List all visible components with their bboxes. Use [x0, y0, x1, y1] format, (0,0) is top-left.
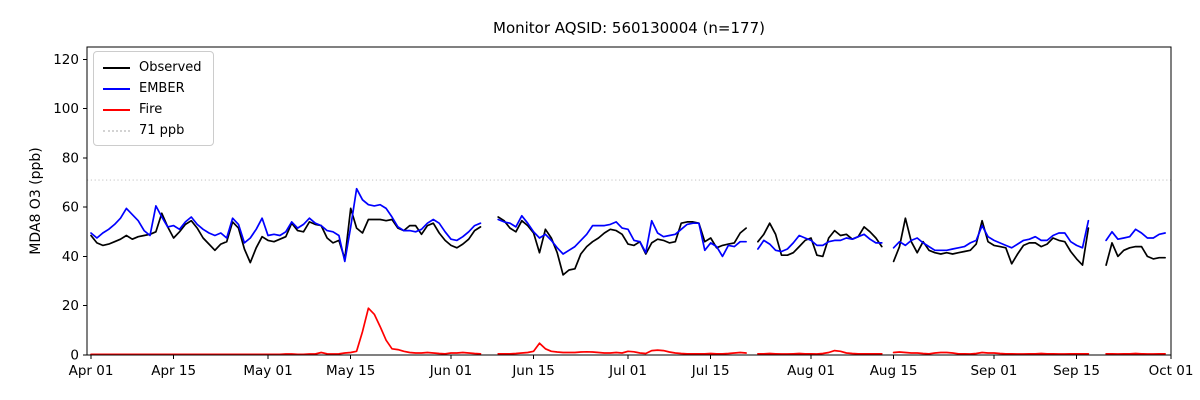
x-tick-label: May 01	[243, 363, 292, 379]
x-tick-label: Sep 15	[1053, 363, 1100, 379]
legend-item-71-ppb: 71 ppb	[94, 120, 213, 141]
ember-line	[90, 187, 1166, 263]
legend-item-ember: EMBER	[94, 78, 213, 99]
legend-line-sample	[103, 108, 130, 111]
axes-spines	[86, 46, 1172, 356]
x-tick-label: Jun 01	[429, 363, 473, 379]
y-tick-label: 80	[62, 150, 79, 166]
legend-label: EMBER	[139, 81, 185, 96]
x-tick-label: Sep 01	[970, 363, 1017, 379]
y-tick-label: 20	[62, 298, 79, 314]
legend-label: Fire	[139, 102, 163, 117]
x-tick-label: Apr 01	[69, 363, 114, 379]
legend: Observed EMBER Fire 71 ppb	[93, 51, 214, 146]
legend-line-sample	[103, 87, 130, 90]
y-tick-label: 120	[53, 52, 79, 68]
y-tick-label: 0	[70, 348, 79, 364]
legend-line-sample	[103, 129, 130, 132]
legend-label: Observed	[139, 60, 202, 75]
x-tick-label: May 15	[326, 363, 375, 379]
y-tick-label: 100	[53, 101, 79, 117]
x-tick-label: Oct 01	[1149, 363, 1194, 379]
legend-line-sample	[103, 66, 130, 69]
y-tick-label: 40	[62, 249, 79, 265]
legend-item-observed: Observed	[94, 57, 213, 78]
legend-item-fire: Fire	[94, 99, 213, 120]
chart-title: Monitor AQSID: 560130004 (n=177)	[493, 19, 765, 37]
x-tick-label: Apr 15	[151, 363, 196, 379]
legend-label: 71 ppb	[139, 123, 185, 138]
y-axis-label: MDA8 O3 (ppb)	[28, 147, 44, 255]
fire-line	[90, 307, 1166, 356]
x-tick-label: Jul 15	[691, 363, 730, 379]
x-tick-label: Jul 01	[608, 363, 647, 379]
x-tick-label: Aug 15	[870, 363, 918, 379]
observed-line	[90, 207, 1166, 276]
x-tick-label: Aug 01	[787, 363, 835, 379]
x-tick-label: Jun 15	[511, 363, 555, 379]
y-tick-label: 60	[62, 200, 79, 216]
